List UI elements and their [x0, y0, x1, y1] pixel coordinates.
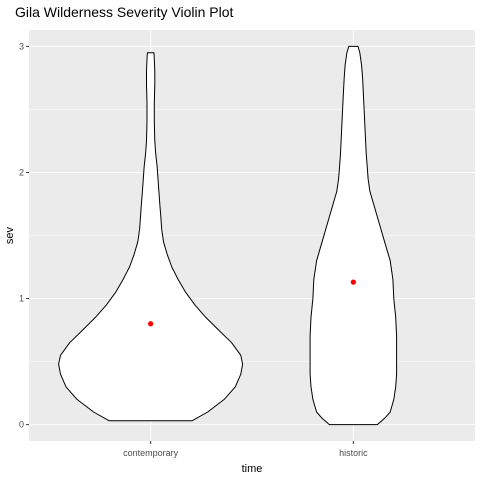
violins — [58, 45, 398, 426]
x-tick-label-historic: historic — [339, 448, 368, 458]
y-tick-label: 3 — [19, 41, 24, 51]
x-axis-label: time — [242, 463, 263, 475]
y-tick-label: 2 — [19, 167, 24, 177]
violin-historic — [309, 45, 398, 426]
violin-contemporary — [58, 52, 244, 422]
mean-points — [148, 279, 356, 327]
y-tick-label: 0 — [19, 420, 24, 430]
y-axis-ticks: 0 1 2 3 — [19, 41, 29, 430]
mean-point-contemporary — [148, 321, 154, 327]
mean-point-historic — [350, 279, 356, 285]
x-axis-ticks: contemporary historic — [123, 441, 368, 458]
chart-title: Gila Wilderness Severity Violin Plot — [15, 4, 233, 20]
x-tick-label-contemporary: contemporary — [123, 448, 179, 458]
y-tick-label: 1 — [19, 294, 24, 304]
y-axis-label: sev — [4, 226, 16, 244]
